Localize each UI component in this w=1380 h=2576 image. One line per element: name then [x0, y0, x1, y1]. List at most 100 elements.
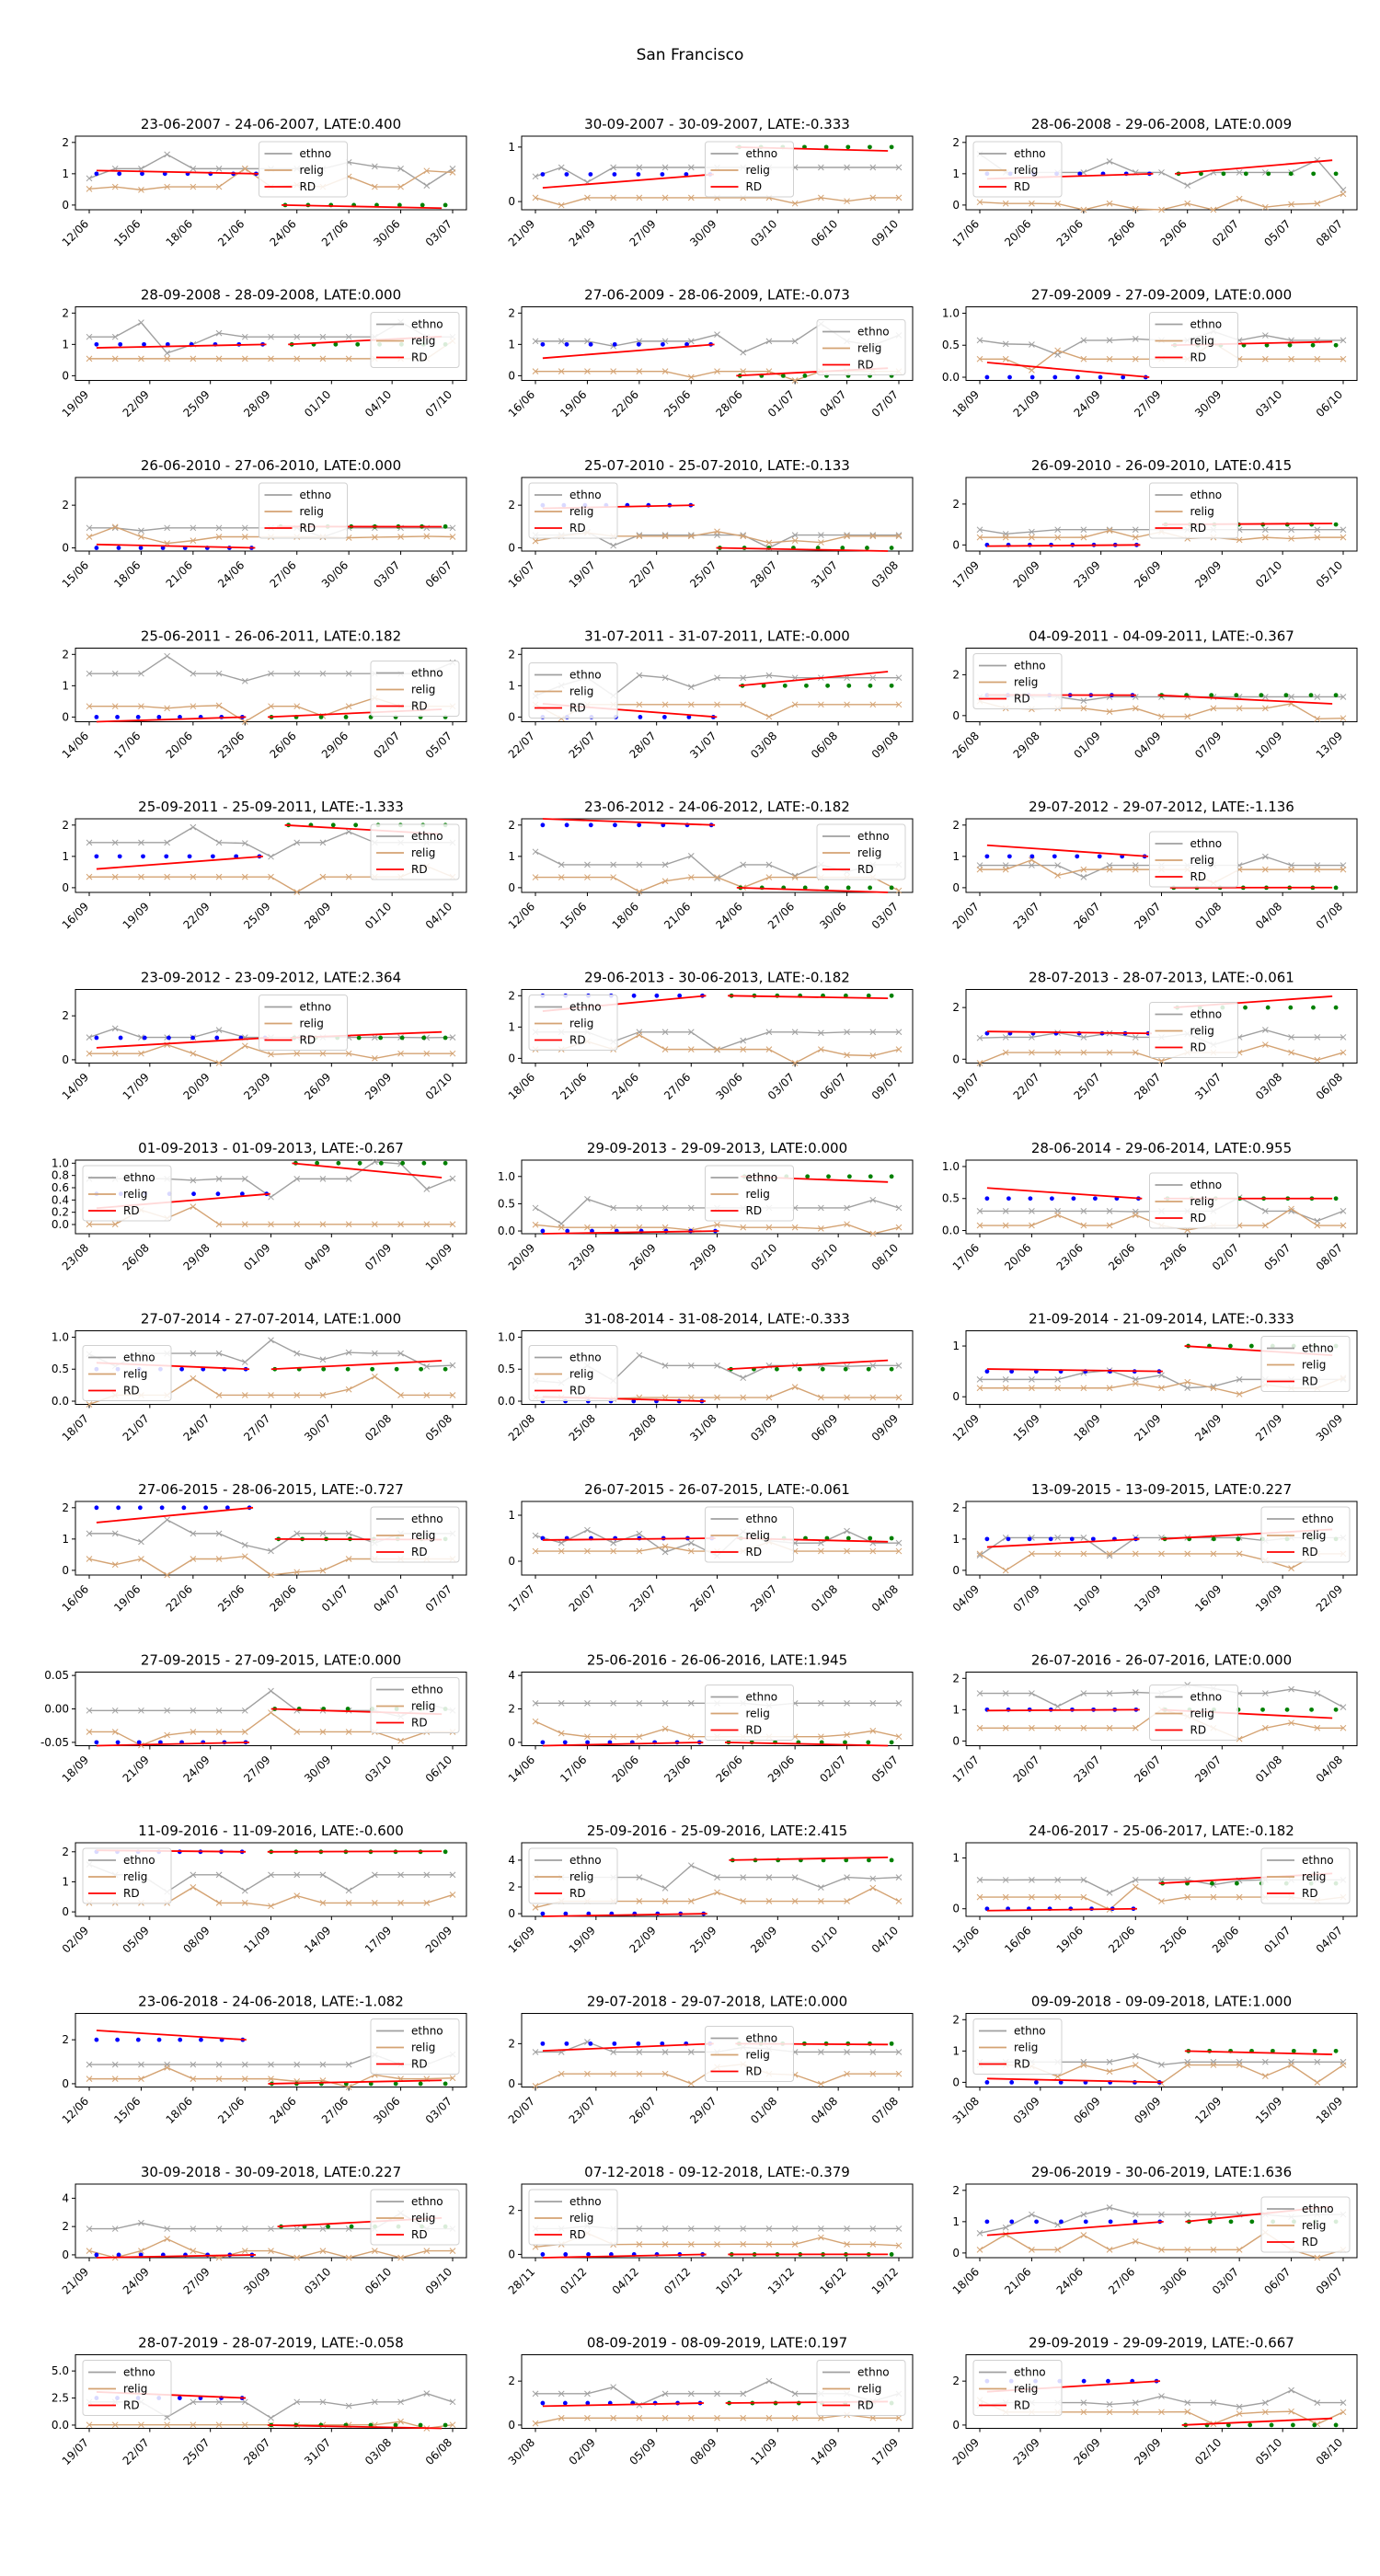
- y-tick-label: 0: [508, 542, 515, 555]
- ethno-marker: [687, 338, 695, 345]
- post-dot: [443, 2081, 448, 2087]
- relig-marker: [86, 1729, 93, 1735]
- y-tick-label: 0: [508, 2248, 515, 2260]
- x-tick-label: 15/06: [558, 900, 589, 931]
- post-dot: [1234, 693, 1239, 698]
- relig-marker: [1288, 1565, 1294, 1571]
- relig-marker: [319, 355, 327, 362]
- post-dot: [826, 1174, 831, 1179]
- x-tick-label: 23/06: [661, 1754, 693, 1785]
- rd-fit-pre: [542, 173, 714, 189]
- legend-label: ethno: [411, 667, 443, 680]
- x-tick-label: 30/06: [817, 900, 848, 931]
- pre-dot: [588, 2041, 593, 2046]
- ethno-marker: [1314, 2058, 1321, 2065]
- ethno-marker: [661, 2225, 669, 2232]
- subplot-title: 29-09-2019 - 29-09-2019, LATE:-0.667: [1029, 2335, 1294, 2352]
- legend-label: RD: [1302, 1546, 1318, 1558]
- x-tick-label: 25/06: [1157, 1924, 1189, 1955]
- y-tick-label: 2: [62, 1501, 69, 1514]
- subplot: 29-09-2013 - 29-09-2013, LATE:0.0000.00.…: [498, 1140, 914, 1273]
- relig-marker: [1029, 1385, 1035, 1392]
- x-tick-label: 11/09: [241, 1924, 272, 1955]
- x-tick-label: 21/09: [121, 1754, 152, 1785]
- y-tick-label: 0: [508, 1736, 515, 1749]
- relig-marker: [397, 534, 404, 540]
- subplot: 25-06-2011 - 26-06-2011, LATE:0.18201214…: [60, 628, 467, 761]
- ethno-marker: [268, 333, 274, 340]
- subplot: 04-09-2011 - 04-09-2011, LATE:-0.3670226…: [950, 628, 1358, 761]
- relig-marker: [190, 2076, 197, 2082]
- relig-marker: [138, 355, 144, 362]
- relig-marker: [190, 1374, 197, 1382]
- legend-box: [370, 312, 460, 368]
- x-tick-label: 19/06: [111, 1582, 143, 1614]
- y-tick-label: 0: [952, 538, 960, 551]
- relig-marker: [1340, 1049, 1347, 1056]
- relig-marker: [1340, 1222, 1347, 1229]
- x-tick-label: 25/07: [567, 730, 598, 761]
- relig-marker: [1106, 2068, 1113, 2076]
- ethno-marker: [558, 164, 565, 171]
- x-tick-label: 05/09: [121, 1924, 152, 1955]
- x-tick-label: 16/09: [506, 1924, 537, 1955]
- legend-label: relig: [1014, 676, 1038, 689]
- subplot-title: 31-07-2011 - 31-07-2011, LATE:-0.000: [584, 628, 850, 645]
- relig-marker: [1314, 715, 1321, 722]
- relig-marker: [791, 1898, 799, 1904]
- relig-marker: [687, 1046, 695, 1052]
- x-tick-label: 30/09: [1314, 1412, 1345, 1443]
- relig-marker: [1029, 1222, 1035, 1229]
- subplot-title: 24-06-2017 - 25-06-2017, LATE:-0.182: [1029, 1823, 1294, 1839]
- relig-marker: [345, 1386, 352, 1393]
- rd-fit-post: [270, 1360, 443, 1371]
- relig-marker: [1288, 355, 1294, 362]
- ethno-marker: [1002, 2224, 1009, 2231]
- x-tick-label: 05/09: [627, 2436, 658, 2467]
- relig-marker: [610, 874, 616, 880]
- legend-label: ethno: [746, 1691, 778, 1704]
- ethno-marker: [844, 1874, 850, 1880]
- x-tick-label: 06/07: [423, 558, 454, 590]
- x-tick-label: 03/10: [748, 217, 779, 248]
- ethno-marker: [111, 333, 119, 340]
- post-dot: [345, 1707, 351, 1711]
- subplot-title: 28-06-2014 - 29-06-2014, LATE:0.955: [1031, 1140, 1292, 1156]
- relig-marker: [215, 702, 223, 709]
- relig-marker: [1029, 534, 1035, 541]
- relig-marker: [397, 1221, 404, 1228]
- rd-fit-pre: [542, 1741, 704, 1747]
- relig-marker: [791, 2414, 799, 2421]
- ethno-marker: [895, 1539, 903, 1547]
- relig-marker: [661, 1046, 669, 1052]
- x-tick-label: 23/09: [567, 1241, 598, 1272]
- y-tick-label: 0: [62, 1905, 69, 1918]
- ethno-marker: [818, 1884, 824, 1891]
- ethno-marker: [976, 1552, 983, 1558]
- ethno-marker: [1106, 2401, 1113, 2408]
- y-tick-label: 2: [952, 1501, 960, 1514]
- relig-marker: [1288, 201, 1294, 208]
- y-tick-label: 2: [62, 2220, 69, 2233]
- relig-marker: [1340, 190, 1347, 198]
- pre-dot: [588, 341, 593, 347]
- pre-dot: [94, 171, 99, 177]
- pre-dot: [540, 341, 546, 347]
- relig-marker: [636, 2241, 643, 2248]
- ethno-marker: [1158, 169, 1165, 176]
- ethno-marker: [372, 1350, 378, 1357]
- legend-label: RD: [1190, 522, 1207, 535]
- post-dot: [1288, 1005, 1294, 1010]
- x-tick-label: 28/09: [241, 388, 272, 420]
- pre-dot: [1029, 854, 1035, 859]
- x-tick-label: 30/06: [1157, 2265, 1189, 2296]
- ethno-marker: [1132, 1876, 1139, 1883]
- legend-box: [528, 662, 618, 719]
- relig-marker: [976, 1060, 983, 1066]
- x-tick-label: 23/07: [567, 2095, 598, 2126]
- relig-marker: [1029, 857, 1035, 864]
- pre-dot: [138, 2252, 144, 2258]
- relig-marker: [636, 2070, 643, 2077]
- ethno-marker: [791, 1874, 799, 1880]
